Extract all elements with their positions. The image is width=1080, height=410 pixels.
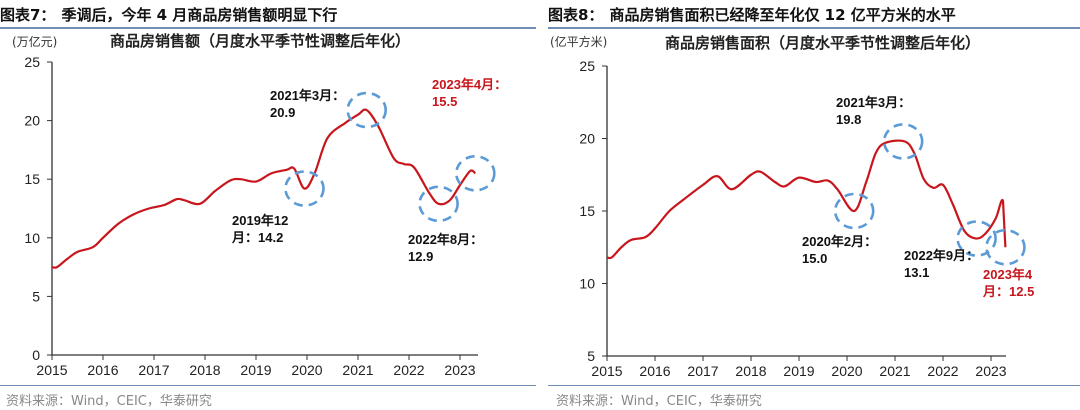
highlight-circle bbox=[956, 220, 997, 257]
figure-7-prefix: 图表7： bbox=[0, 6, 56, 24]
title-rule bbox=[548, 27, 1080, 29]
annotation-value: 19.8 bbox=[836, 112, 861, 127]
y-tick-label: 0 bbox=[32, 347, 40, 363]
x-tick-label: 2023 bbox=[444, 362, 475, 378]
figure-7-title: 图表7： 季调后，今年 4 月商品房销售额明显下行 bbox=[0, 4, 337, 25]
y-tick-label: 15 bbox=[579, 203, 595, 219]
x-tick-label: 2022 bbox=[393, 362, 424, 378]
y-tick-label: 15 bbox=[24, 171, 40, 187]
figure-7-title-text: 季调后，今年 4 月商品房销售额明显下行 bbox=[61, 6, 338, 24]
figure-8-panel: 图表8： 商品房销售面积已经降至年化仅 12 亿平方米的水平 (亿平方米) 商品房销… bbox=[540, 0, 1080, 410]
highlight-circle bbox=[418, 185, 459, 223]
annotation-value: 月：12.5 bbox=[982, 284, 1034, 299]
source-rule bbox=[0, 385, 536, 386]
chart-title: 商品房销售额（月度水平季节性调整后年化） bbox=[110, 32, 410, 50]
highlight-circle bbox=[985, 228, 1026, 266]
y-axis-unit-label: (万亿元) bbox=[12, 34, 57, 49]
annotation-label: 2022年8月： bbox=[408, 232, 483, 247]
x-tick-label: 2019 bbox=[783, 363, 814, 379]
x-tick-label: 2021 bbox=[879, 363, 910, 379]
source-note: 资料来源：Wind，CEIC，华泰研究 bbox=[6, 394, 212, 409]
figure-7-panel: 图表7： 季调后，今年 4 月商品房销售额明显下行 (万亿元) 商品房销售额（月度水… bbox=[0, 4, 536, 409]
y-axis-unit-label: (亿平方米) bbox=[550, 34, 607, 49]
source-rule bbox=[548, 385, 1080, 386]
x-tick-label: 2017 bbox=[687, 363, 718, 379]
y-tick-label: 10 bbox=[24, 230, 40, 246]
annotation-label: 2021年3月： bbox=[270, 88, 345, 103]
y-tick-label: 20 bbox=[579, 131, 595, 147]
sales-chart: (万亿元) 商品房销售额（月度水平季节性调整后年化） 0 5 10 15 20 25 2015 2… bbox=[12, 32, 507, 378]
series-line bbox=[606, 139, 1007, 260]
annotation-label: 2022年9月： bbox=[904, 248, 979, 263]
annotation-value: 12.9 bbox=[408, 249, 433, 264]
highlight-circle bbox=[284, 170, 325, 207]
annotation-value: 15.5 bbox=[432, 94, 457, 109]
y-tick-label: 5 bbox=[32, 288, 40, 304]
annotation-label: 2021年3月： bbox=[836, 95, 911, 110]
y-tick-label: 20 bbox=[24, 113, 40, 129]
y-tick-label: 5 bbox=[587, 348, 595, 364]
x-tick-label: 2018 bbox=[189, 362, 220, 378]
x-tick-label: 2015 bbox=[36, 362, 67, 378]
x-tick-label: 2016 bbox=[87, 362, 118, 378]
annotation-label: 2023年4月： bbox=[432, 77, 507, 92]
y-tick-label: 25 bbox=[24, 54, 40, 70]
figure-8-title: 图表8： 商品房销售面积已经降至年化仅 12 亿平方米的水平 bbox=[548, 4, 956, 25]
x-tick-label: 2018 bbox=[735, 363, 766, 379]
annotation-label: 2023年4 bbox=[983, 267, 1033, 282]
figure-8-title-text: 商品房销售面积已经降至年化仅 12 亿平方米的水平 bbox=[609, 6, 956, 24]
y-tick-label: 25 bbox=[579, 58, 595, 74]
annotation-value: 15.0 bbox=[802, 251, 827, 266]
x-tick-label: 2020 bbox=[291, 362, 322, 378]
y-tick-label: 10 bbox=[579, 276, 595, 292]
x-tick-label: 2019 bbox=[240, 362, 271, 378]
annotation-value: 20.9 bbox=[270, 105, 295, 120]
title-rule bbox=[0, 27, 536, 29]
x-tick-label: 2020 bbox=[831, 363, 862, 379]
series-line bbox=[51, 108, 476, 269]
annotation-value: 月：14.2 bbox=[231, 230, 283, 245]
x-tick-label: 2017 bbox=[138, 362, 169, 378]
highlight-circle bbox=[346, 91, 387, 129]
source-note: 资料来源：Wind，CEIC，华泰研究 bbox=[556, 394, 762, 409]
highlight-circle bbox=[833, 192, 875, 230]
highlight-circle bbox=[454, 155, 496, 192]
x-tick-label: 2022 bbox=[927, 363, 958, 379]
x-tick-label: 2015 bbox=[591, 363, 622, 379]
annotation-label: 2020年2月： bbox=[802, 234, 877, 249]
annotation-value: 13.1 bbox=[904, 265, 929, 280]
chart-title: 商品房销售面积（月度水平季节性调整后年化） bbox=[665, 34, 980, 52]
highlight-circle bbox=[882, 123, 924, 160]
area-chart: (亿平方米) 商品房销售面积（月度水平季节性调整后年化） 5 10 15 20 25 2015… bbox=[550, 34, 1034, 379]
x-tick-label: 2016 bbox=[639, 363, 670, 379]
x-tick-label: 2021 bbox=[342, 362, 373, 378]
x-tick-label: 2023 bbox=[975, 363, 1006, 379]
annotation-label: 2019年12 bbox=[232, 213, 288, 228]
figure-8-prefix: 图表8： bbox=[548, 6, 604, 24]
